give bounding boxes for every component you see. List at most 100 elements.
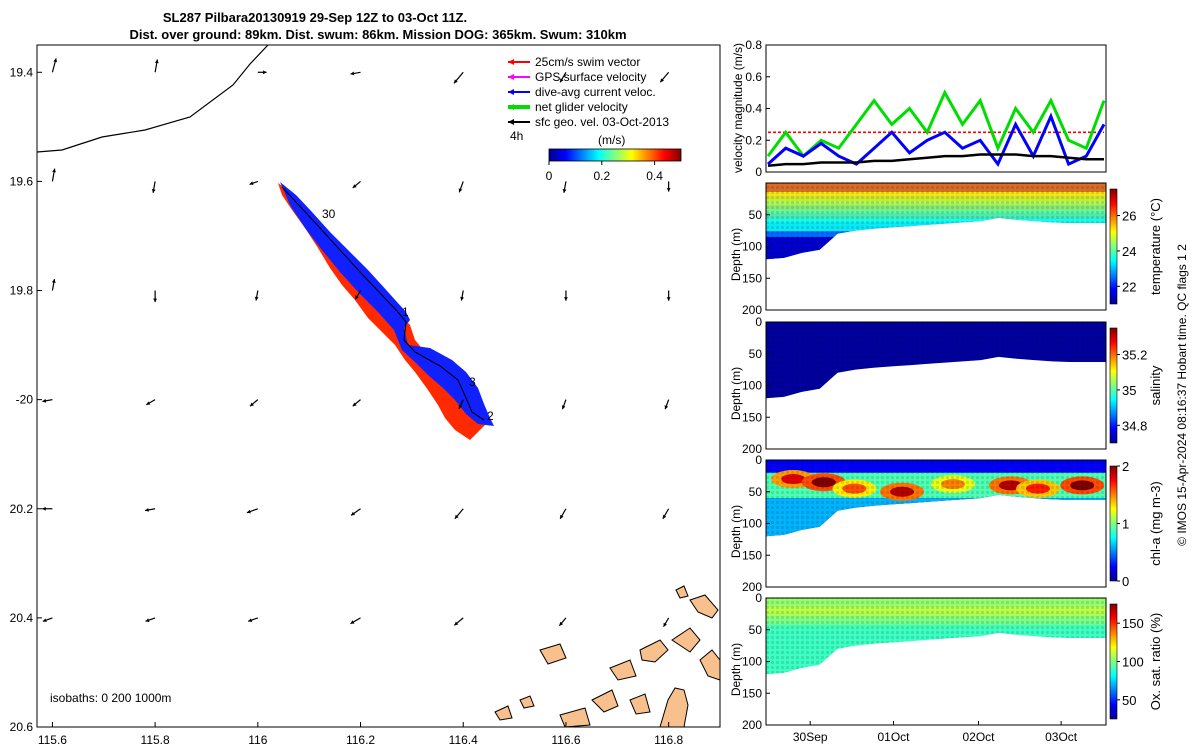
depth-y-tick-label: 100 xyxy=(742,655,762,669)
map-colorbar-label: (m/s) xyxy=(598,133,625,147)
depth-y-tick-label: 150 xyxy=(742,271,762,285)
depth-colorbar xyxy=(1109,188,1118,305)
depth-colorbar-tick-label: 34.8 xyxy=(1122,418,1147,433)
surface-vector-head xyxy=(263,70,267,75)
depth-colorbar-tick-label: 35 xyxy=(1122,383,1136,398)
velocity-panel: 0 0.2 0.4 0.6 0.8 velocity magnitude (m/s) xyxy=(731,38,1107,179)
velocity-series xyxy=(766,89,1106,168)
velocity-axes xyxy=(765,44,1107,173)
surface-vector-head xyxy=(352,402,357,407)
surface-vector-head xyxy=(453,79,458,84)
depth-colorbar-tick-label: 150 xyxy=(1122,616,1144,631)
depth-y-tick-label: 100 xyxy=(742,379,762,393)
surface-vector-head xyxy=(664,405,669,410)
legend-swatch-arrow xyxy=(508,89,514,95)
map-y-ticks: 19.4 19.6 19.8 -20 20.2 20.4 20.6 xyxy=(10,65,42,734)
title-line2: Dist. over ground: 89km. Dist. swum: 86k… xyxy=(129,27,626,42)
coastline xyxy=(494,585,721,728)
surface-vector-head xyxy=(560,514,564,519)
map-colorbar-tick-label: 0 xyxy=(546,169,553,183)
surface-vector-head xyxy=(561,405,566,410)
map-y-tick-label: 20.6 xyxy=(10,720,34,734)
map-colorbar-ticks: 0 0.2 0.4 xyxy=(546,161,663,183)
surface-vector-head xyxy=(248,618,253,622)
surface-vector-head xyxy=(153,298,158,303)
surface-vector-head xyxy=(246,509,251,514)
depth-colorbar-tick-label: 0 xyxy=(1122,574,1129,589)
legend-swatch-arrow xyxy=(508,74,514,80)
time-x-ticks: 30Sep 01Oct 02Oct 03Oct xyxy=(793,721,1078,744)
surface-vector-head xyxy=(350,620,355,624)
legend-label: GPS surface velocity xyxy=(535,70,646,84)
depth-colorbar-tick-label: 1 xyxy=(1122,517,1129,532)
depth-y-tick-label: 50 xyxy=(749,347,763,361)
depth-ylabel: Depth (m) xyxy=(729,643,743,696)
map-colorbar-gradient xyxy=(548,148,682,162)
depth-y-tick-label: 200 xyxy=(742,718,762,732)
map-x-tick-label: 116.2 xyxy=(346,733,375,747)
map-colorbar-tick-label: 0.4 xyxy=(646,169,663,183)
depth-colorbar-tick-label: 2 xyxy=(1122,459,1129,474)
surface-vector-head xyxy=(154,59,159,64)
depth-colorbar-tick-label: 24 xyxy=(1122,244,1136,259)
depth-y-tick-label: 150 xyxy=(742,410,762,424)
legend-label: dive-avg current veloc. xyxy=(535,85,656,99)
surface-vector-head xyxy=(42,618,47,622)
surface-vector-head xyxy=(42,398,47,403)
depth-y-tick-label: 0 xyxy=(755,315,762,329)
map-x-tick-label: 116 xyxy=(248,733,267,747)
surface-vector-head xyxy=(145,508,149,512)
legend-label: sfc geo. vel. 03-Oct-2013 xyxy=(535,115,669,129)
map-colorbar: (m/s) 0 0.2 0.4 xyxy=(546,133,682,183)
depth-colorbar-tick-label: 50 xyxy=(1122,693,1136,708)
velocity-y-tick-label: 0.2 xyxy=(745,133,762,147)
depth-ylabel: Depth (m) xyxy=(729,505,743,558)
map-y-tick-label: -20 xyxy=(16,393,34,407)
velocity-series-line xyxy=(766,89,1106,159)
map-x-tick-label: 116.4 xyxy=(449,733,478,747)
map-x-tick-label: 115.6 xyxy=(38,733,67,747)
depth-ylabel: Depth (m) xyxy=(729,228,743,281)
depth-y-tick-label: 150 xyxy=(742,548,762,562)
surface-vector-head xyxy=(352,184,357,188)
surface-vector-head xyxy=(559,621,564,626)
surface-vector-head xyxy=(53,58,58,63)
legend-extra: 4h xyxy=(510,129,523,143)
track-label-1: 1 xyxy=(402,305,409,319)
time-x-tick-label: 02Oct xyxy=(962,730,995,744)
surface-vector-head xyxy=(460,296,464,301)
depth-y-tick-label: 0 xyxy=(755,453,762,467)
title-line1: SL287 Pilbara20130919 29-Sep 12Z to 03-O… xyxy=(163,10,467,25)
depth-colorbar xyxy=(1109,465,1118,582)
velocity-series-line xyxy=(766,112,1106,168)
surface-vector-head xyxy=(562,189,567,193)
time-x-tick-label: 03Oct xyxy=(1045,730,1078,744)
surface-vector-head xyxy=(454,621,459,626)
surface-vector-head xyxy=(254,296,259,301)
velocity-ylabel: velocity magnitude (m/s) xyxy=(731,43,745,173)
surface-vector-head xyxy=(662,514,667,519)
velocity-y-tick-label: 0.4 xyxy=(745,102,762,116)
map-x-ticks: 115.6 115.8 116 116.2 116.4 116.6 116.8 xyxy=(38,722,684,747)
surface-vector-head xyxy=(666,297,671,301)
velocity-y-tick-label: 0.8 xyxy=(745,38,762,52)
depth-y-tick-label: 100 xyxy=(742,240,762,254)
surface-vector-head xyxy=(458,404,463,409)
depth-colorbar-tick-label: 22 xyxy=(1122,279,1136,294)
depth-colorbar-tick-label: 100 xyxy=(1122,655,1144,670)
surface-vector-head xyxy=(146,401,151,405)
track-label-30: 30 xyxy=(322,207,336,221)
legend-label: net glider velocity xyxy=(535,100,628,114)
depth-y-tick-label: 200 xyxy=(742,303,762,317)
depth-colorbar-label: Ox. sat. ratio (%) xyxy=(1148,613,1163,711)
depth-y-tick-label: 50 xyxy=(749,485,763,499)
surface-vector-head xyxy=(663,622,667,627)
map-x-tick-label: 115.8 xyxy=(141,733,170,747)
depth-colorbar-label: chl-a (mg m-3) xyxy=(1148,481,1163,566)
depth-panel-temperature: 50 100 150 200 Depth (m) 22 24 26 temperature (°… xyxy=(729,182,1163,317)
map-y-tick-label: 19.8 xyxy=(10,284,34,298)
surface-velocity-vectors xyxy=(42,58,671,628)
